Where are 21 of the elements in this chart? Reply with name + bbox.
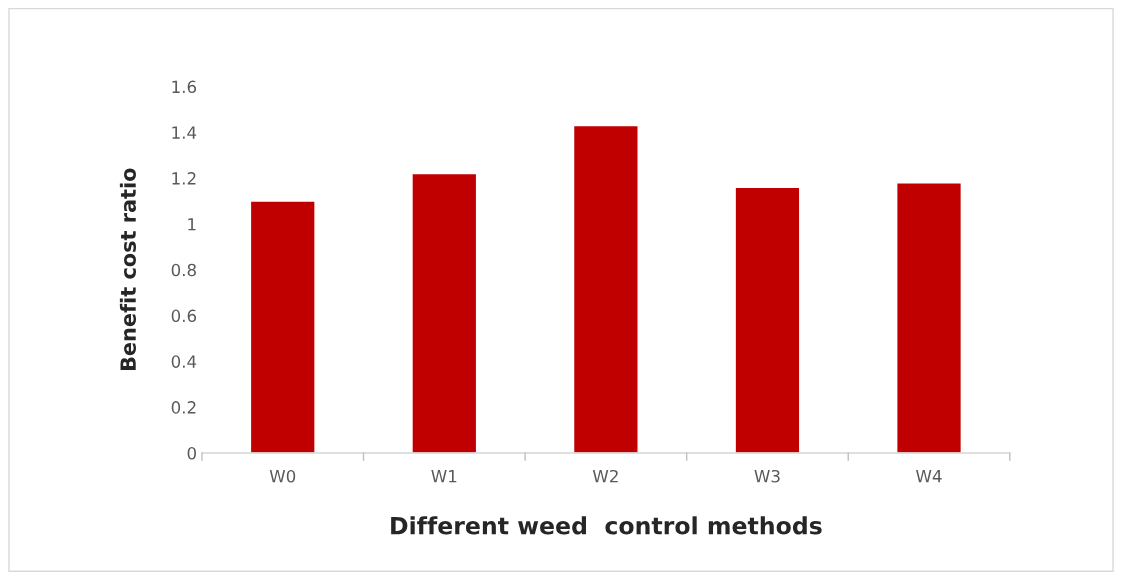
y-tick-label: 0.2 bbox=[171, 401, 196, 414]
y-tick-label: 1.6 bbox=[172, 80, 197, 94]
bar bbox=[896, 182, 963, 453]
bar bbox=[411, 172, 478, 453]
x-axis-title: Different weed control methods bbox=[391, 516, 822, 535]
y-tick-label: 0.8 bbox=[171, 263, 196, 277]
x-tick-label: W1 bbox=[431, 470, 457, 483]
x-tick-label: W4 bbox=[916, 470, 942, 483]
y-tick-label: 1 bbox=[188, 218, 196, 231]
x-tick-label: W3 bbox=[754, 469, 780, 483]
bar bbox=[734, 186, 801, 453]
y-tick-label: 1.2 bbox=[172, 172, 196, 185]
bar bbox=[572, 124, 639, 453]
bar bbox=[249, 200, 316, 453]
y-tick-label: 1.4 bbox=[172, 126, 197, 139]
y-tick-label: 0 bbox=[187, 446, 196, 460]
y-axis-title: Benefit cost ratio bbox=[119, 168, 136, 371]
y-tick-label: 0.4 bbox=[171, 355, 197, 368]
x-tick-label: W0 bbox=[269, 469, 296, 483]
x-tick-label: W2 bbox=[592, 469, 618, 483]
y-tick-label: 0.6 bbox=[171, 309, 197, 323]
